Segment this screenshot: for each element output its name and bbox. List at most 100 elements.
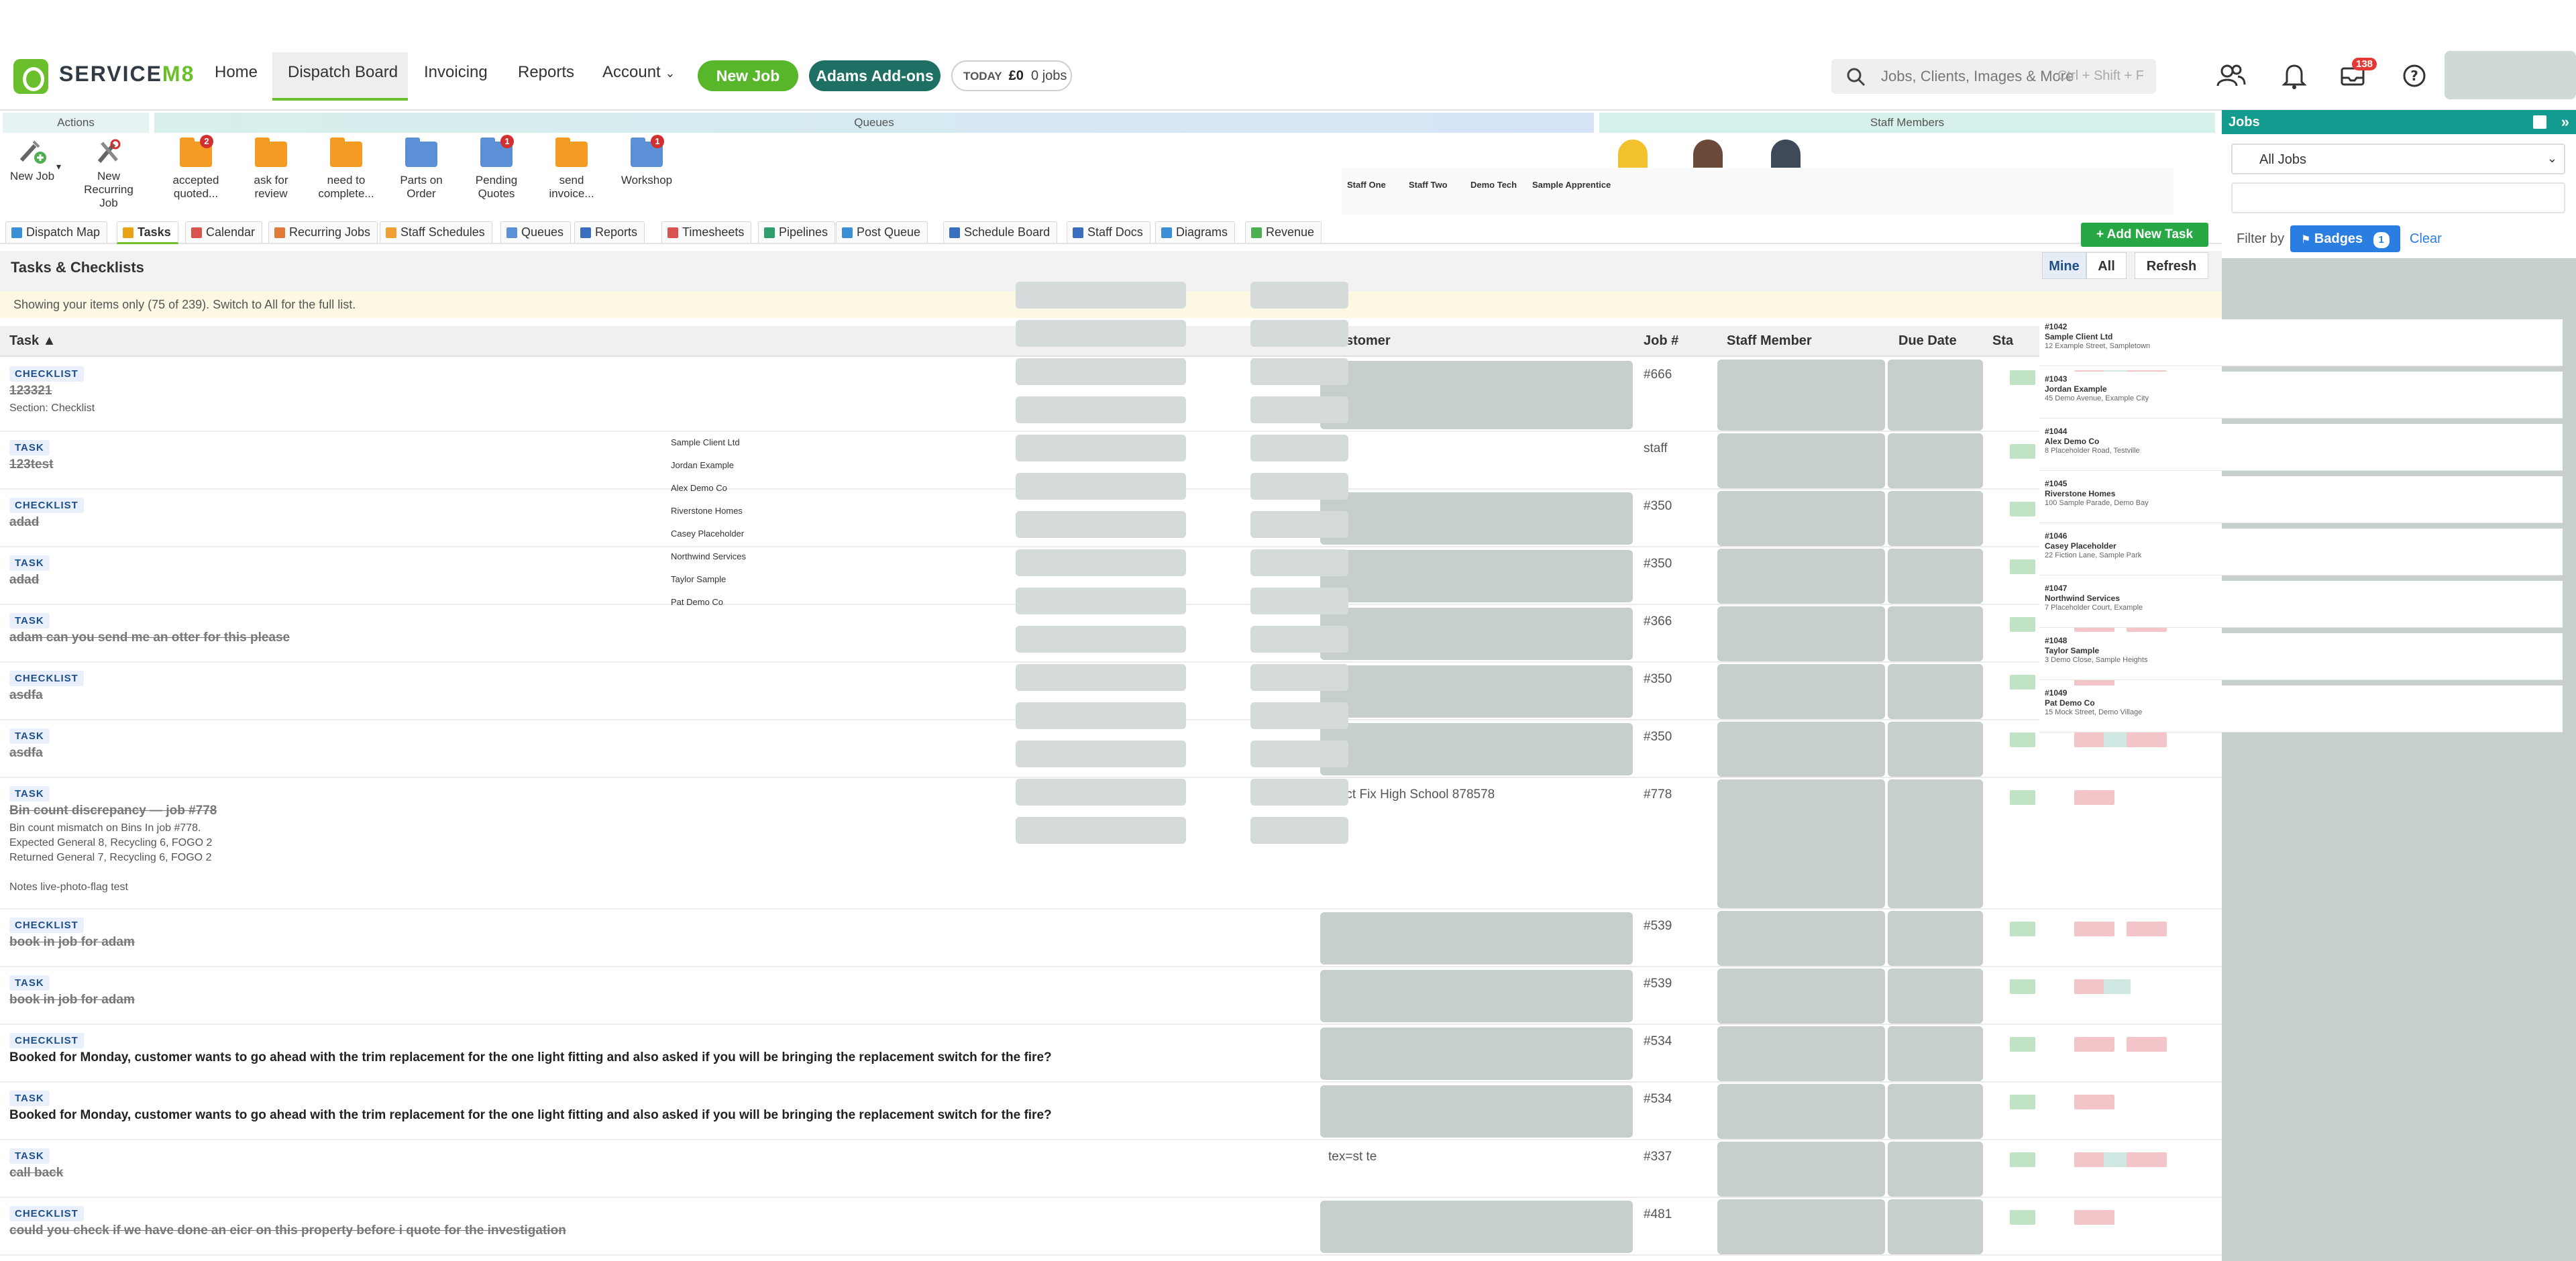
queue-parts-on-order[interactable]: Parts on Order: [389, 138, 453, 201]
customer-name[interactable]: ntact Fix High School 878578: [1328, 787, 1495, 802]
job-number[interactable]: #778: [1644, 787, 1672, 802]
table-row[interactable]: TASK adam can you send me an otter for th…: [0, 605, 2222, 663]
job-number[interactable]: #534: [1644, 1034, 1672, 1048]
staff-avatar-tech[interactable]: [1771, 140, 1801, 170]
task-title[interactable]: asdfa: [9, 746, 43, 760]
job-number[interactable]: #534: [1644, 1092, 1672, 1106]
user-account-menu[interactable]: [2445, 51, 2576, 99]
table-row[interactable]: TASK call back tex=st te #337: [0, 1140, 2222, 1198]
tab-post-queue[interactable]: Post Queue: [836, 221, 928, 243]
staff-name[interactable]: Staff Two: [1409, 180, 1448, 190]
job-number[interactable]: staff: [1644, 441, 1668, 455]
tab-queues[interactable]: Queues: [500, 221, 572, 243]
table-row[interactable]: CHECKLIST Booked for Monday, customer wan…: [0, 1025, 2222, 1083]
people-icon[interactable]: [2214, 59, 2247, 93]
col-due-date[interactable]: Due Date: [1898, 333, 1957, 348]
job-card[interactable]: #1049 Pat Demo Co 15 Mock Street, Demo Vil…: [2039, 686, 2563, 732]
queue-send-invoice[interactable]: send invoice...: [539, 138, 604, 201]
all-toggle[interactable]: All: [2086, 252, 2127, 279]
job-number[interactable]: #350: [1644, 730, 1672, 744]
job-card[interactable]: #1045 Riverstone Homes 100 Sample Parade, …: [2039, 476, 2563, 523]
tab-staff-docs[interactable]: Staff Docs: [1067, 221, 1150, 243]
app-logo-text[interactable]: SERVICEM8: [59, 62, 195, 86]
badges-filter-button[interactable]: ⚑ Badges 1: [2290, 225, 2400, 252]
job-number[interactable]: #666: [1644, 368, 1672, 382]
tab-timesheets[interactable]: Timesheets: [661, 221, 752, 243]
job-number[interactable]: #366: [1644, 614, 1672, 628]
task-title[interactable]: book in job for adam: [9, 935, 135, 949]
client-option[interactable]: Pat Demo Co: [671, 597, 724, 607]
expand-panel-icon[interactable]: »: [2561, 113, 2569, 130]
job-number[interactable]: #539: [1644, 977, 1672, 991]
table-row[interactable]: TASK asdfa #350: [0, 720, 2222, 778]
table-row[interactable]: CHECKLIST could you check if we have done…: [0, 1198, 2222, 1256]
job-card[interactable]: #1042 Sample Client Ltd 12 Example Street,…: [2039, 319, 2563, 366]
col-task[interactable]: Task ▲: [9, 333, 56, 348]
client-option[interactable]: Alex Demo Co: [671, 483, 727, 493]
panel-toggle-checkbox[interactable]: [2533, 115, 2546, 129]
addons-button[interactable]: Adams Add-ons: [809, 60, 941, 91]
queue-ask-for-review[interactable]: ask for review: [239, 138, 303, 201]
task-title[interactable]: Bin count discrepancy — job #778: [9, 804, 217, 818]
jobs-search-input[interactable]: [2231, 182, 2565, 213]
col-staff[interactable]: Staff Member: [1727, 333, 1812, 348]
staff-name[interactable]: Demo Tech: [1470, 180, 1517, 190]
client-option[interactable]: Jordan Example: [671, 460, 734, 470]
tab-calendar[interactable]: Calendar: [185, 221, 263, 243]
add-new-task-button[interactable]: + Add New Task: [2081, 223, 2208, 247]
job-card[interactable]: #1048 Taylor Sample 3 Demo Close, Sample H…: [2039, 633, 2563, 680]
job-card[interactable]: #1046 Casey Placeholder 22 Fiction Lane, S…: [2039, 529, 2563, 575]
task-title[interactable]: adad: [9, 515, 40, 529]
queue-workshop[interactable]: 1 Workshop: [621, 135, 673, 186]
task-title[interactable]: 123321: [9, 384, 52, 398]
job-number[interactable]: #337: [1644, 1150, 1672, 1164]
task-title[interactable]: asdfa: [9, 688, 43, 702]
table-row[interactable]: TASK Booked for Monday, customer wants to…: [0, 1083, 2222, 1140]
clear-filter-link[interactable]: Clear: [2410, 231, 2442, 246]
job-card[interactable]: #1047 Northwind Services 7 Placeholder Cou…: [2039, 581, 2563, 628]
tab-recurring-jobs[interactable]: Recurring Jobs: [268, 221, 378, 243]
tab-staff-schedules[interactable]: Staff Schedules: [380, 221, 492, 243]
task-title[interactable]: could you check if we have done an eicr …: [9, 1223, 566, 1238]
new-job-button[interactable]: New Job: [698, 60, 798, 91]
servicem8-logo-icon[interactable]: [13, 59, 48, 94]
bell-icon[interactable]: [2277, 59, 2311, 93]
job-number[interactable]: #350: [1644, 672, 1672, 686]
today-summary[interactable]: TODAY £0 0 jobs: [951, 60, 1072, 91]
task-title[interactable]: Booked for Monday, customer wants to go …: [9, 1050, 1052, 1064]
client-option[interactable]: Taylor Sample: [671, 574, 727, 584]
table-row[interactable]: TASK adad #350: [0, 547, 2222, 605]
tab-dispatch-map[interactable]: Dispatch Map: [5, 221, 108, 243]
task-title[interactable]: adad: [9, 573, 40, 587]
job-number[interactable]: #481: [1644, 1207, 1672, 1221]
new-job-dropdown-caret[interactable]: ▾: [56, 161, 62, 172]
tab-revenue[interactable]: Revenue: [1245, 221, 1322, 243]
staff-name[interactable]: Staff One: [1347, 180, 1386, 190]
tab-schedule-board[interactable]: Schedule Board: [943, 221, 1058, 243]
nav-account[interactable]: Account ⌄: [602, 63, 676, 81]
job-card[interactable]: #1044 Alex Demo Co 8 Placeholder Road, Tes…: [2039, 424, 2563, 471]
queue-need-to-complete[interactable]: need to complete...: [314, 138, 378, 201]
mine-toggle[interactable]: Mine: [2042, 252, 2086, 279]
tab-pipelines[interactable]: Pipelines: [758, 221, 836, 243]
job-number[interactable]: #350: [1644, 557, 1672, 571]
nav-home[interactable]: Home: [215, 63, 258, 81]
global-search[interactable]: Jobs, Clients, Images & More Ctrl + Shif…: [1831, 59, 2156, 94]
client-option[interactable]: Sample Client Ltd: [671, 437, 740, 447]
tab-tasks[interactable]: Tasks: [117, 221, 178, 244]
job-number[interactable]: #539: [1644, 919, 1672, 933]
staff-avatar-worker[interactable]: [1693, 140, 1723, 170]
inbox-button[interactable]: 138: [2336, 58, 2377, 93]
nav-dispatch-board[interactable]: Dispatch Board: [288, 63, 398, 81]
nav-invoicing[interactable]: Invoicing: [424, 63, 488, 81]
client-option[interactable]: Northwind Services: [671, 551, 746, 561]
client-option[interactable]: Riverstone Homes: [671, 506, 743, 516]
new-recurring-job-action[interactable]: New Recurring Job: [76, 138, 141, 210]
refresh-button[interactable]: Refresh: [2135, 252, 2208, 279]
queue-pending-quotes[interactable]: 1 Pending Quotes: [475, 135, 518, 200]
task-title[interactable]: adam can you send me an otter for this p…: [9, 630, 290, 645]
staff-name[interactable]: Sample Apprentice: [1532, 180, 1611, 190]
help-icon[interactable]: ?: [2398, 59, 2431, 93]
col-customer[interactable]: stomer: [1346, 333, 1391, 348]
task-title[interactable]: book in job for adam: [9, 993, 135, 1007]
